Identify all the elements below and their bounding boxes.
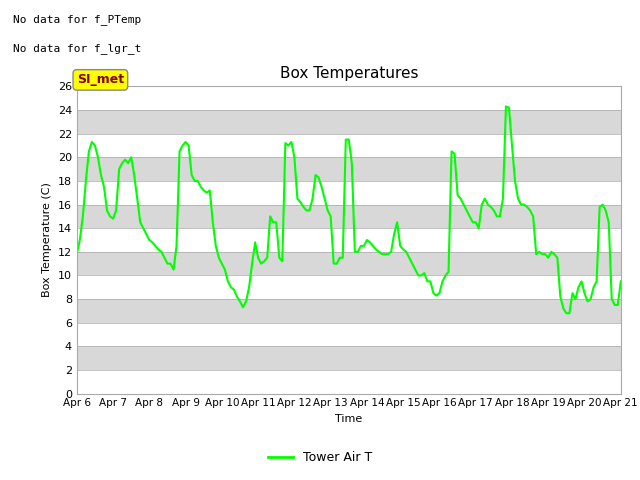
Bar	[77, 110, 621, 133]
Bar	[77, 157, 621, 181]
X-axis label: Time: Time	[335, 414, 362, 424]
Bar	[77, 276, 621, 299]
Text: SI_met: SI_met	[77, 73, 124, 86]
Legend: Tower Air T: Tower Air T	[263, 446, 377, 469]
Text: No data for f_lgr_t: No data for f_lgr_t	[13, 43, 141, 54]
Title: Box Temperatures: Box Temperatures	[280, 66, 418, 81]
Bar	[77, 347, 621, 370]
Bar	[77, 323, 621, 347]
Bar	[77, 228, 621, 252]
Bar	[77, 86, 621, 110]
Bar	[77, 370, 621, 394]
Text: No data for f_PTemp: No data for f_PTemp	[13, 14, 141, 25]
Bar	[77, 204, 621, 228]
Bar	[77, 133, 621, 157]
Bar	[77, 252, 621, 276]
Y-axis label: Box Temperature (C): Box Temperature (C)	[42, 182, 52, 298]
Bar	[77, 181, 621, 204]
Bar	[77, 299, 621, 323]
